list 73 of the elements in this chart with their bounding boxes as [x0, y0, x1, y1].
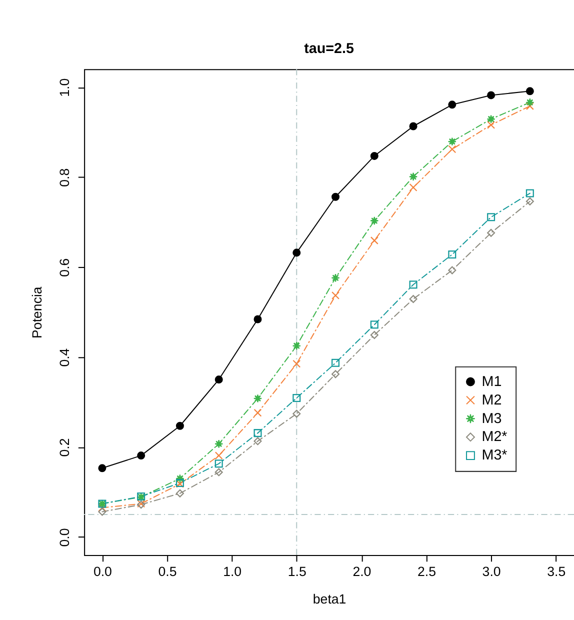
- y-tick-label: 0.6: [57, 258, 72, 277]
- point: [254, 315, 262, 324]
- point: [331, 274, 340, 282]
- point: [332, 291, 340, 300]
- y-tick-label: 0.4: [57, 348, 72, 367]
- point: [254, 408, 262, 417]
- point: [370, 320, 378, 329]
- point: [214, 440, 224, 448]
- y-tick-label: 0.2: [57, 438, 72, 457]
- x-axis-title: beta1: [312, 592, 346, 607]
- point: [370, 236, 378, 245]
- point: [487, 120, 496, 129]
- point: [486, 114, 496, 124]
- point: [253, 394, 262, 403]
- point: [370, 216, 379, 226]
- point: [448, 250, 456, 258]
- point: [409, 122, 418, 130]
- point: [332, 370, 340, 378]
- point: [370, 152, 378, 160]
- point: [254, 429, 262, 438]
- point: [448, 137, 457, 146]
- point: [409, 280, 418, 289]
- legend-label: M3: [482, 410, 502, 427]
- point: [408, 172, 418, 181]
- x-tick-label: 0.5: [158, 564, 177, 579]
- point: [254, 437, 262, 446]
- point: [487, 213, 496, 222]
- point: [332, 358, 340, 367]
- point: [526, 102, 534, 110]
- legend-label: M2*: [482, 429, 508, 446]
- point: [487, 91, 496, 100]
- point: [176, 422, 184, 430]
- point: [292, 248, 301, 257]
- point: [176, 489, 184, 498]
- y-tick-label: 0.8: [57, 168, 72, 187]
- y-tick-label: 0.0: [57, 528, 72, 547]
- point: [332, 192, 340, 201]
- y-axis-title: Potencia: [30, 286, 45, 338]
- x-tick-label: 2.0: [352, 564, 372, 579]
- point: [214, 376, 223, 384]
- point: [98, 508, 106, 516]
- point: [176, 474, 184, 483]
- legend-label: M3*: [482, 448, 508, 464]
- point: [292, 394, 301, 402]
- legend-label: M2: [482, 392, 502, 408]
- point: [409, 183, 418, 192]
- point: [370, 330, 378, 339]
- point: [292, 410, 301, 418]
- point: [526, 98, 534, 107]
- x-tick-label: 3.0: [482, 564, 501, 579]
- point: [292, 341, 301, 350]
- point: [526, 189, 534, 198]
- point: [448, 145, 456, 154]
- point: [526, 87, 534, 96]
- point: [137, 452, 146, 460]
- point: [292, 360, 301, 368]
- point: [98, 464, 106, 472]
- x-tick-label: 1.5: [288, 564, 306, 579]
- point: [487, 228, 496, 237]
- point: [409, 295, 418, 304]
- x-tick-label: 3.5: [547, 564, 566, 579]
- point: [214, 468, 223, 476]
- x-tick-label: 2.5: [417, 564, 436, 579]
- point: [214, 452, 223, 460]
- point: [214, 460, 223, 468]
- point: [448, 266, 456, 274]
- x-tick-label: 0.0: [93, 564, 112, 579]
- legend-label: M1: [482, 374, 502, 390]
- x-tick-label: 1.0: [223, 564, 242, 579]
- point: [448, 100, 456, 109]
- y-tick-label: 1.0: [57, 78, 72, 97]
- point: [526, 197, 534, 206]
- chart-title: tau=2.5: [304, 41, 354, 58]
